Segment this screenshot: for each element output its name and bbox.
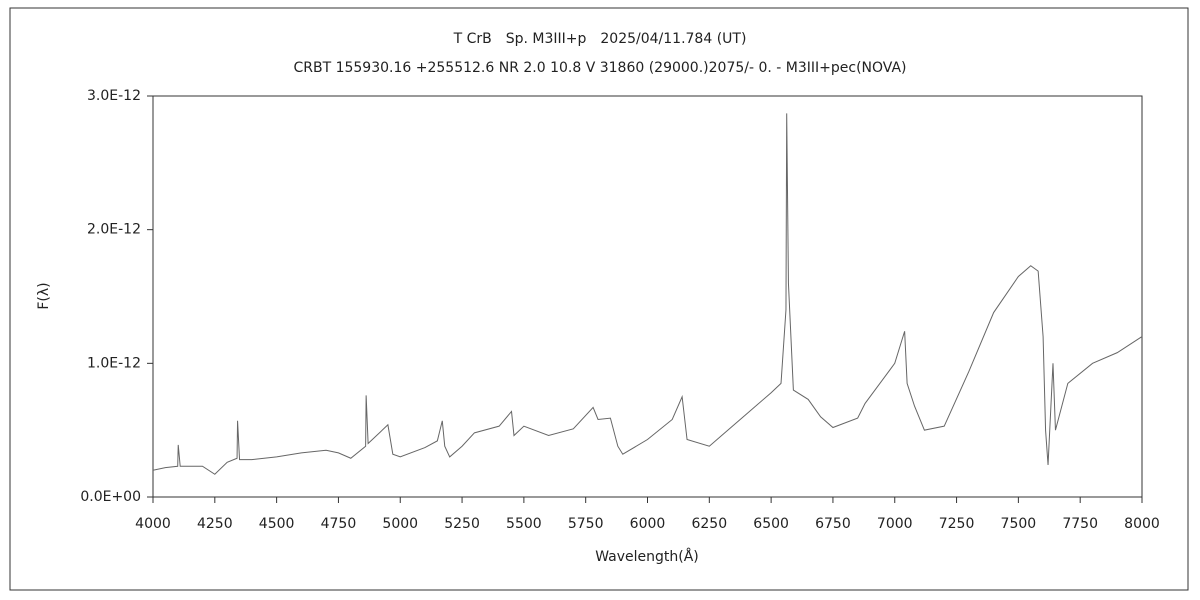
y-tick-label: 0.0E+00: [80, 489, 141, 505]
x-tick-label: 6500: [753, 516, 789, 532]
x-tick-label: 7750: [1062, 516, 1098, 532]
x-tick-label: 5500: [506, 516, 542, 532]
x-tick-label: 4000: [135, 516, 171, 532]
x-tick-label: 6750: [815, 516, 851, 532]
spectrum-line: [152, 113, 1143, 475]
x-axis-label: Wavelength(Å): [595, 548, 699, 565]
x-tick-label: 6250: [691, 516, 727, 532]
chart-title: T CrB Sp. M3III+p 2025/04/11.784 (UT): [453, 31, 747, 47]
x-tick-label: 4500: [259, 516, 295, 532]
y-tick-label: 1.0E-12: [87, 355, 141, 371]
x-tick-label: 5000: [382, 516, 418, 532]
y-tick-label: 3.0E-12: [87, 88, 141, 104]
chart-subtitle: CRBT 155930.16 +255512.6 NR 2.0 10.8 V 3…: [293, 60, 906, 76]
x-tick-label: 7000: [877, 516, 913, 532]
x-tick-label: 7250: [939, 516, 975, 532]
x-tick-label: 5750: [568, 516, 604, 532]
y-tick-label: 2.0E-12: [87, 222, 141, 238]
x-tick-label: 4750: [321, 516, 357, 532]
plot-area: [152, 95, 1143, 498]
x-tick-label: 5250: [444, 516, 480, 532]
x-tick-label: 7500: [1001, 516, 1037, 532]
y-axis-label: F(λ): [36, 282, 52, 309]
x-tick-label: 6000: [630, 516, 666, 532]
x-tick-label: 4250: [197, 516, 233, 532]
frame: [9, 7, 1189, 591]
x-tick-label: 8000: [1124, 516, 1160, 532]
